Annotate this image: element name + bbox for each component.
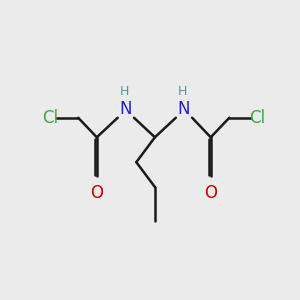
Text: H: H: [178, 85, 188, 98]
Text: N: N: [178, 100, 190, 118]
Text: H: H: [120, 85, 129, 98]
Text: Cl: Cl: [249, 109, 265, 127]
Text: N: N: [120, 100, 132, 118]
Text: O: O: [90, 184, 103, 202]
Text: Cl: Cl: [42, 109, 58, 127]
Text: O: O: [204, 184, 217, 202]
